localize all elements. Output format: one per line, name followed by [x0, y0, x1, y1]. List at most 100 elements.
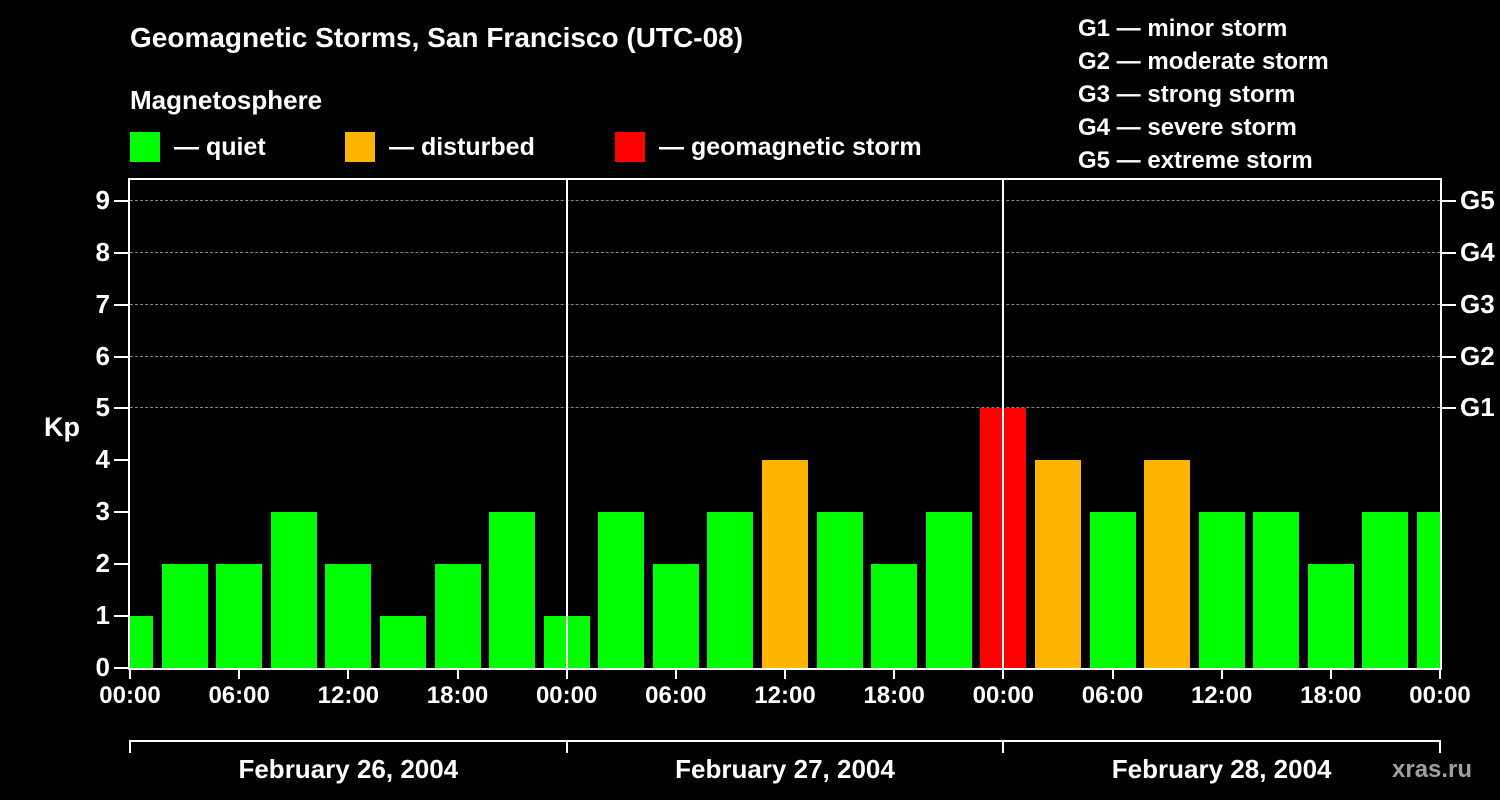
y-axis-tick: [114, 251, 128, 254]
time-label: 12:00: [754, 682, 816, 709]
y-axis-label: 6: [95, 340, 110, 371]
kp-bar: [652, 564, 699, 668]
storm-legend-label: — geomagnetic storm: [659, 132, 922, 161]
kp-bar: [216, 564, 263, 668]
time-tick: [1111, 670, 1114, 679]
day-label: February 26, 2004: [238, 754, 459, 784]
y-axis-label: 0: [95, 652, 110, 682]
time-label: 06:00: [208, 682, 270, 709]
time-tick: [784, 670, 786, 679]
time-label: 00:00: [535, 682, 598, 709]
g-axis-tick: [1442, 355, 1456, 358]
g-scale-legend: G1 — minor storm G2 — moderate storm G3 — …: [1078, 12, 1329, 177]
kp-bar: [1089, 512, 1136, 668]
y-axis-label: 7: [95, 288, 110, 319]
y-axis-tick: [114, 563, 128, 566]
day-bracket-tick: [1002, 740, 1005, 753]
kp-axis-title: Kp: [44, 412, 80, 442]
y-axis-tick: [114, 199, 128, 202]
kp-bar: [762, 460, 808, 668]
quiet-legend-label: — quiet: [174, 132, 266, 161]
disturbed-color-swatch: [345, 132, 375, 162]
legend-item-storm: — geomagnetic storm: [615, 132, 922, 162]
g-legend-line: G2 — moderate storm: [1078, 48, 1329, 75]
kp-bar: [1417, 512, 1440, 668]
plot-area: [128, 178, 1442, 670]
time-label: 12:00: [1190, 682, 1253, 709]
kp-bar: [1307, 564, 1354, 668]
time-tick: [238, 670, 241, 679]
time-tick: [456, 670, 459, 679]
g-legend-line: G3 — strong storm: [1078, 81, 1296, 108]
y-axis-tick: [114, 407, 128, 410]
day-bracket-tick: [129, 740, 131, 753]
grid-line: [130, 251, 1440, 253]
g-axis-tick: [1442, 303, 1456, 306]
grid-line: [130, 303, 1440, 305]
kp-bar: [434, 564, 481, 668]
y-axis-label: 9: [95, 184, 110, 215]
kp-bar: [270, 512, 317, 668]
time-label: 18:00: [1300, 682, 1362, 709]
g-legend-line: G5 — extreme storm: [1078, 147, 1313, 174]
time-label: 00:00: [99, 682, 161, 709]
quiet-color-swatch: [130, 132, 160, 162]
g-axis-label: G1: [1460, 392, 1495, 423]
kp-bar: [1034, 460, 1081, 668]
g-axis-label: G3: [1460, 288, 1495, 319]
y-axis-label: 4: [95, 444, 110, 475]
day-bracket-tick: [565, 740, 568, 753]
kp-bar: [598, 512, 645, 668]
g-axis-tick: [1442, 251, 1456, 254]
time-label: 00:00: [972, 682, 1035, 709]
y-axis-tick: [114, 459, 128, 462]
y-axis-label: 3: [95, 496, 110, 527]
kp-bar: [816, 512, 863, 668]
page-title: Geomagnetic Storms, San Francisco (UTC-0…: [130, 22, 744, 53]
day-bracket-tick: [1439, 740, 1441, 753]
magnetosphere-label: Magnetosphere: [130, 85, 323, 115]
legend-item-quiet: — quiet: [130, 132, 266, 162]
g-axis-label: G5: [1460, 184, 1495, 215]
time-tick: [1439, 670, 1441, 679]
time-label: 18:00: [426, 682, 489, 709]
g-axis-label: G2: [1460, 340, 1495, 371]
time-tick: [565, 670, 568, 679]
watermark: xras.ru: [1392, 756, 1473, 783]
time-tick: [1329, 670, 1332, 679]
g-axis-tick: [1442, 199, 1456, 202]
day-divider-line: [565, 180, 568, 668]
grid-line: [130, 199, 1440, 201]
day-bracket-line: [130, 740, 1440, 742]
y-axis-label: 2: [95, 548, 110, 579]
kp-bar: [707, 512, 754, 668]
storm-color-swatch: [615, 132, 645, 162]
kp-bar: [1198, 512, 1245, 668]
time-tick: [129, 670, 131, 679]
time-label: 18:00: [863, 682, 925, 709]
kp-bar: [130, 616, 153, 668]
time-tick: [674, 670, 677, 679]
g-legend-line: G4 — severe storm: [1078, 114, 1297, 141]
disturbed-legend-label: — disturbed: [389, 132, 535, 161]
y-axis-tick: [114, 303, 128, 306]
time-label: 06:00: [645, 682, 707, 709]
kp-bar: [379, 616, 426, 668]
day-label: February 28, 2004: [1111, 754, 1332, 784]
legend-item-disturbed: — disturbed: [345, 132, 535, 162]
time-tick: [1220, 670, 1223, 679]
day-label: February 27, 2004: [675, 754, 895, 784]
y-axis-tick: [114, 355, 128, 358]
time-tick: [893, 670, 896, 679]
y-axis-tick: [114, 615, 128, 618]
kp-bar: [1362, 512, 1409, 668]
time-tick: [347, 670, 350, 679]
grid-line: [130, 407, 1440, 409]
time-label: 12:00: [317, 682, 380, 709]
kp-bar: [1253, 512, 1300, 668]
y-axis-label: 8: [95, 236, 110, 267]
kp-bar: [489, 512, 536, 668]
y-axis-tick: [114, 667, 128, 669]
g-axis-tick: [1442, 407, 1456, 410]
